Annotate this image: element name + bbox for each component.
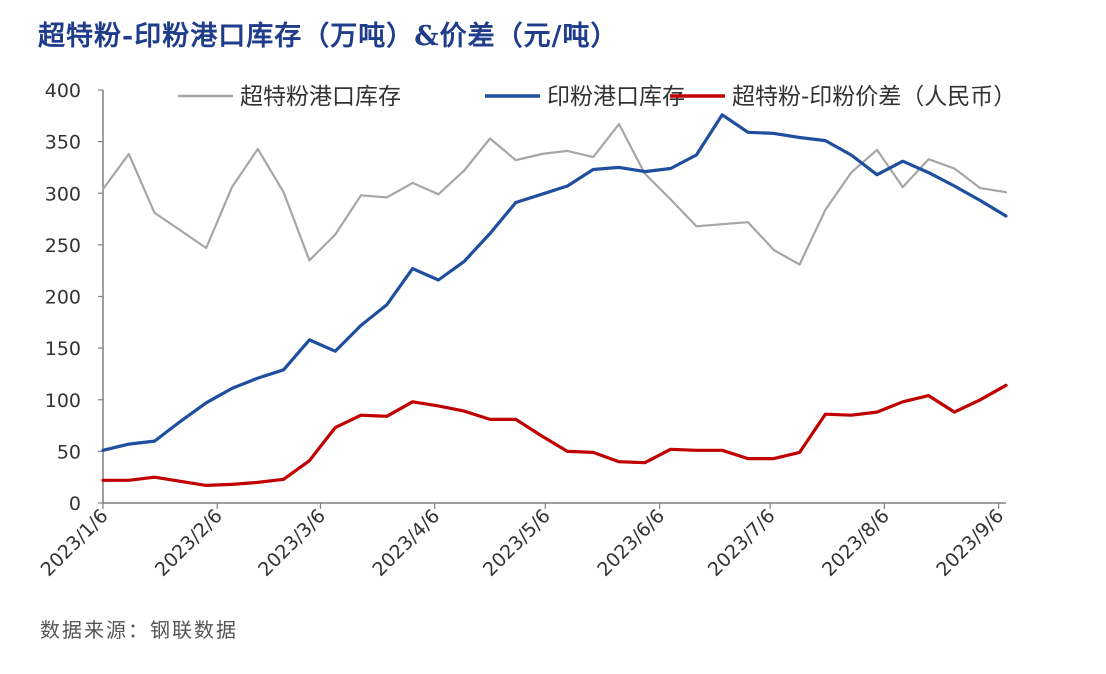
y-tick-label: 250 [45,235,81,257]
x-tick-label: 2023/3/6 [254,505,330,581]
y-tick-label: 300 [45,183,81,205]
y-tick-label: 0 [69,493,81,515]
y-tick-label: 150 [45,338,81,360]
legend: 超特粉港口库存 印粉港口库存 超特粉-印粉价差（人民币） [178,84,1016,110]
x-tick-label: 2023/9/6 [932,505,1008,581]
y-tick-label: 200 [45,287,81,309]
legend-label-1: 超特粉港口库存 [240,84,401,110]
x-tick-label: 2023/6/6 [593,505,669,581]
y-tick-label: 350 [45,132,81,154]
y-tick-label: 50 [57,441,81,463]
x-tick-label: 2023/1/6 [37,505,113,581]
x-tick-label: 2023/7/6 [704,505,780,581]
series-line-1 [101,122,1008,266]
series-line-3 [101,383,1008,487]
y-tick-label: 400 [45,80,81,102]
x-tick-label: 2023/5/6 [479,505,555,581]
series-layer [101,113,1008,487]
series-line-2 [101,113,1008,452]
y-tick-label: 100 [45,390,81,412]
chart-title: 超特粉-印粉港口库存（万吨）&价差（元/吨） [38,21,619,52]
x-tick-label: 2023/8/6 [818,505,894,581]
x-tick-label: 2023/2/6 [151,505,227,581]
legend-label-3: 超特粉-印粉价差（人民币） [732,84,1016,110]
legend-label-2: 印粉港口库存 [547,84,685,110]
x-tick-label: 2023/4/6 [368,505,444,581]
axes: 0 50 100 150 200 250 300 350 400 2023/1/6 2023/2/6… [37,80,1009,581]
data-source: 数据来源：钢联数据 [40,618,238,642]
